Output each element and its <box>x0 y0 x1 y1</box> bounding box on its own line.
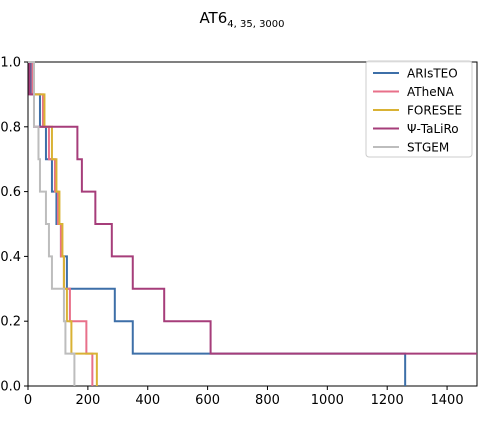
y-tick-label: 0.6 <box>0 185 21 200</box>
chart-title: AT64, 35, 3000 <box>199 9 284 30</box>
legend-label: Ψ-TaLiRo <box>407 122 459 136</box>
y-tick-label: 0.8 <box>0 120 21 135</box>
legend-label: STGEM <box>407 141 449 155</box>
y-tick-label: 1.0 <box>0 56 21 71</box>
y-tick-label: 0.4 <box>0 250 21 265</box>
series-line-2 <box>28 61 94 386</box>
legend-label: ARIsTEO <box>407 67 458 81</box>
plot-frame <box>27 61 478 387</box>
x-tick-label: 1400 <box>431 393 464 408</box>
legend: ARIsTEO ATheNA FORESEE Ψ-TaLiRo STGEM <box>365 60 473 158</box>
x-tick-label: 800 <box>255 393 280 408</box>
x-tick-label: 1000 <box>311 393 344 408</box>
legend-label: FORESEE <box>407 104 462 118</box>
x-tick-label: 1200 <box>371 393 404 408</box>
x-tick-label: 600 <box>195 393 220 408</box>
series-line-3 <box>28 61 98 386</box>
series-layer <box>28 61 477 386</box>
x-tick-label: 400 <box>135 393 160 408</box>
legend-box <box>365 60 473 158</box>
chart-title-main: AT6 <box>199 9 227 27</box>
x-tick-label: 0 <box>24 393 32 408</box>
series-line-1 <box>28 61 407 386</box>
axes-ticks: 0 200 400 600 800 1000 1200 1400 0.0 0.2 0.4 0.6 0.8… <box>0 56 463 409</box>
series-line-5 <box>28 61 76 386</box>
y-tick-label: 0.2 <box>0 315 21 330</box>
y-tick-label: 0.0 <box>0 380 21 395</box>
legend-label: ATheNA <box>407 85 455 99</box>
x-tick-label: 200 <box>75 393 100 408</box>
chart-title-subscript: 4, 35, 3000 <box>227 19 284 30</box>
